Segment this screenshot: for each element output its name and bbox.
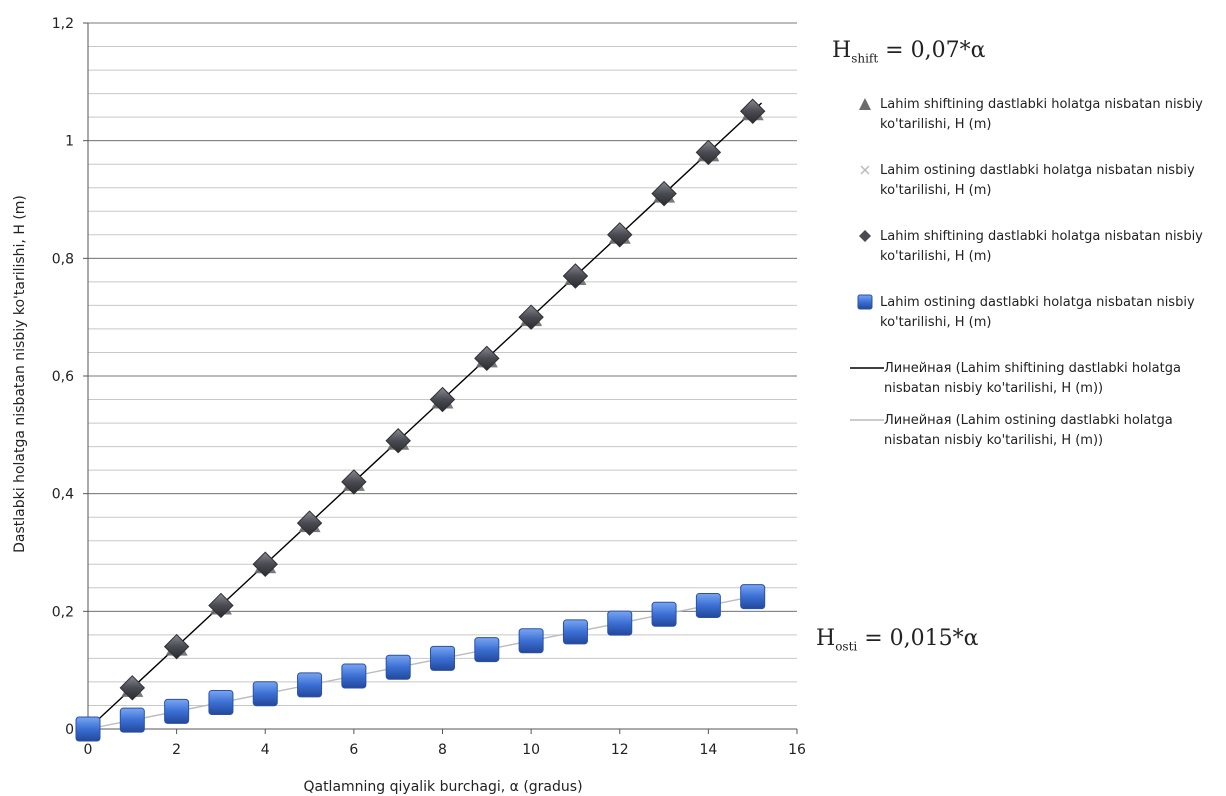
tick-labels: 0 2 4 6 8 10 12 14 16 0 0,2 0,4 0,6 0,8 1 1,2 xyxy=(52,16,806,758)
square-marker xyxy=(164,698,190,724)
triangle-marker-icon xyxy=(850,95,880,113)
x-tick-label: 16 xyxy=(788,742,806,758)
diamond-marker xyxy=(341,469,367,495)
y-tick-label: 1 xyxy=(65,134,74,150)
x-tick-label: 12 xyxy=(611,742,629,758)
legend-item-shift-triangle: Lahim shiftining dastlabki holatga nisba… xyxy=(850,95,1222,135)
equation-osti-subscript: osti xyxy=(835,639,858,654)
grid-lines xyxy=(88,22,797,706)
legend-label: Lahim shiftining dastlabki holatga nisba… xyxy=(880,229,1203,264)
gray-line-icon xyxy=(850,411,884,429)
diamond-marker xyxy=(695,139,722,166)
legend-label: Линейная (Lahim shiftining dastlabki hol… xyxy=(884,361,1181,396)
diamond-marker xyxy=(119,675,146,701)
diamond-marker xyxy=(474,345,500,372)
axes xyxy=(83,22,798,734)
diamond-marker-icon xyxy=(850,227,880,245)
diamond-marker xyxy=(163,633,190,660)
diamond-marker xyxy=(252,551,278,577)
diamond-marker xyxy=(607,222,633,248)
diamond-marker xyxy=(651,180,677,207)
x-tick-label: 14 xyxy=(699,742,717,758)
square-marker xyxy=(208,690,234,716)
legend-item-osti-trendline: Линейная (Lahim ostining dastlabki holat… xyxy=(850,411,1222,451)
data-points xyxy=(75,98,766,742)
chart-legend: Lahim shiftining dastlabki holatga nisba… xyxy=(850,95,1222,463)
legend-item-shift-diamond: Lahim shiftining dastlabki holatga nisba… xyxy=(850,227,1222,267)
trendline xyxy=(87,102,763,730)
legend-item-osti-x: Lahim ostining dastlabki holatga nisbata… xyxy=(850,161,1222,201)
diamond-marker xyxy=(562,263,589,289)
legend-label: Lahim ostining dastlabki holatga nisbata… xyxy=(880,295,1195,330)
diamond-marker xyxy=(518,304,544,330)
square-marker xyxy=(297,672,323,698)
y-tick-label: 0,2 xyxy=(52,604,74,620)
legend-item-shift-trendline: Линейная (Lahim shiftining dastlabki hol… xyxy=(850,359,1222,399)
diamond-marker xyxy=(385,428,411,454)
equation-osti: Hosti = 0,015*α xyxy=(816,626,979,653)
square-marker xyxy=(518,628,544,654)
diamond-marker xyxy=(296,510,323,536)
square-marker xyxy=(75,716,101,742)
x-tick-label: 8 xyxy=(438,742,447,758)
y-axis-title: Dastlabki holatga nisbatan nisbiy ko'tar… xyxy=(12,195,28,553)
trendlines xyxy=(87,102,763,730)
equation-shift: Hshift = 0,07*α xyxy=(832,38,985,65)
x-tick-label: 0 xyxy=(84,742,93,758)
square-marker xyxy=(474,637,500,663)
x-tick-label: 6 xyxy=(349,742,358,758)
square-marker xyxy=(562,619,588,645)
x-tick-label: 2 xyxy=(172,742,181,758)
legend-label: Lahim shiftining dastlabki holatga nisba… xyxy=(880,97,1203,132)
square-marker xyxy=(607,610,633,636)
diamond-marker xyxy=(429,386,456,413)
equation-osti-formula: = 0,015*α xyxy=(857,626,979,651)
square-marker-icon xyxy=(850,293,880,311)
diamond-marker xyxy=(739,98,766,124)
square-marker xyxy=(740,584,766,610)
black-line-icon xyxy=(850,359,884,377)
square-marker xyxy=(651,601,677,627)
legend-label: Lahim ostining dastlabki holatga nisbata… xyxy=(880,163,1195,198)
y-tick-label: 0,6 xyxy=(52,369,74,385)
equation-shift-formula: = 0,07*α xyxy=(878,38,986,63)
y-tick-label: 0,8 xyxy=(52,251,74,267)
x-axis-title: Qatlamning qiyalik burchagi, α (gradus) xyxy=(303,779,582,795)
x-tick-label: 10 xyxy=(522,742,540,758)
y-tick-label: 1,2 xyxy=(52,16,74,32)
trendline xyxy=(87,594,762,730)
x-tick-label: 4 xyxy=(261,742,270,758)
equation-osti-symbol: H xyxy=(816,626,836,651)
x-marker-icon xyxy=(850,161,880,179)
equation-shift-symbol: H xyxy=(832,38,852,63)
legend-label: Линейная (Lahim ostining dastlabki holat… xyxy=(884,413,1173,448)
y-tick-label: 0,4 xyxy=(52,487,74,503)
square-marker xyxy=(430,645,455,671)
square-marker xyxy=(252,681,278,707)
square-marker xyxy=(695,592,721,618)
legend-item-osti-square: Lahim ostining dastlabki holatga nisbata… xyxy=(850,293,1222,333)
diamond-marker xyxy=(208,592,234,619)
y-tick-label: 0 xyxy=(65,722,74,738)
square-marker xyxy=(385,654,411,680)
square-marker xyxy=(341,663,367,689)
equation-shift-subscript: shift xyxy=(851,51,879,66)
square-marker xyxy=(119,707,145,733)
